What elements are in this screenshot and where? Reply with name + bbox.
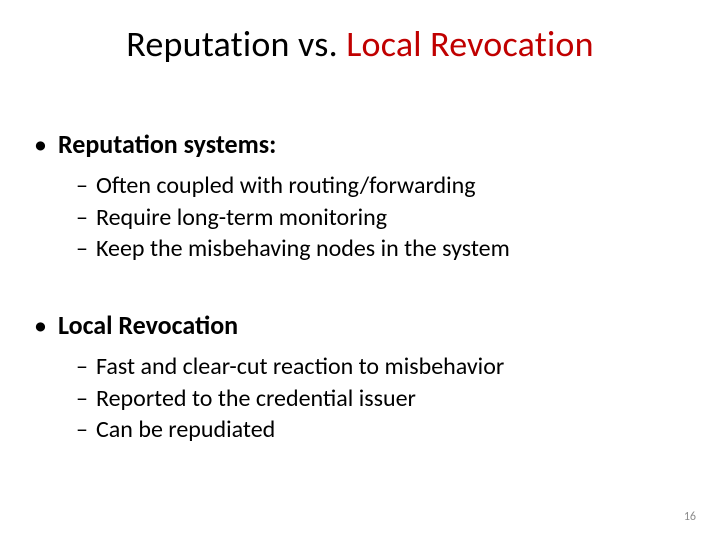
list-item: – Can be repudiated bbox=[76, 414, 686, 446]
section-header: • Reputation systems: bbox=[34, 128, 686, 160]
dash-icon: – bbox=[76, 233, 96, 265]
section-header: • Local Revocation bbox=[34, 309, 686, 341]
section-header-text: Local Revocation bbox=[58, 309, 238, 341]
dash-icon: – bbox=[76, 202, 96, 234]
list-item-text: Reported to the credential issuer bbox=[96, 383, 416, 415]
dash-icon: – bbox=[76, 414, 96, 446]
bullet-icon: • bbox=[34, 128, 58, 160]
slide-title: Reputation vs. Local Revocation bbox=[0, 22, 720, 66]
list-item-text: Fast and clear-cut reaction to misbehavi… bbox=[96, 351, 504, 383]
slide: Reputation vs. Local Revocation • Reputa… bbox=[0, 0, 720, 540]
title-part1: Reputation vs. bbox=[126, 22, 346, 66]
list-item: – Reported to the credential issuer bbox=[76, 383, 686, 415]
list-item-text: Keep the misbehaving nodes in the system bbox=[96, 233, 510, 265]
bullet-icon: • bbox=[34, 309, 58, 341]
list-item: – Require long-term monitoring bbox=[76, 202, 686, 234]
list-item-text: Can be repudiated bbox=[96, 414, 275, 446]
list-item: – Keep the misbehaving nodes in the syst… bbox=[76, 233, 686, 265]
dash-icon: – bbox=[76, 383, 96, 415]
sub-list: – Fast and clear-cut reaction to misbeha… bbox=[76, 351, 686, 446]
list-item-text: Require long-term monitoring bbox=[96, 202, 387, 234]
page-number: 16 bbox=[684, 510, 696, 524]
sub-list: – Often coupled with routing/forwarding … bbox=[76, 170, 686, 265]
list-item: – Fast and clear-cut reaction to misbeha… bbox=[76, 351, 686, 383]
list-item-text: Often coupled with routing/forwarding bbox=[96, 170, 476, 202]
section-reputation: • Reputation systems: – Often coupled wi… bbox=[34, 128, 686, 265]
list-item: – Often coupled with routing/forwarding bbox=[76, 170, 686, 202]
slide-content: • Reputation systems: – Often coupled wi… bbox=[34, 128, 686, 490]
dash-icon: – bbox=[76, 351, 96, 383]
section-revocation: • Local Revocation – Fast and clear-cut … bbox=[34, 309, 686, 446]
dash-icon: – bbox=[76, 170, 96, 202]
section-header-text: Reputation systems: bbox=[58, 128, 276, 160]
title-part2: Local Revocation bbox=[346, 22, 594, 66]
